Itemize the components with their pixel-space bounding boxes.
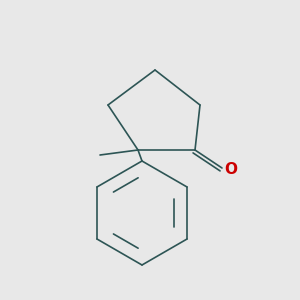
Text: O: O — [224, 163, 238, 178]
